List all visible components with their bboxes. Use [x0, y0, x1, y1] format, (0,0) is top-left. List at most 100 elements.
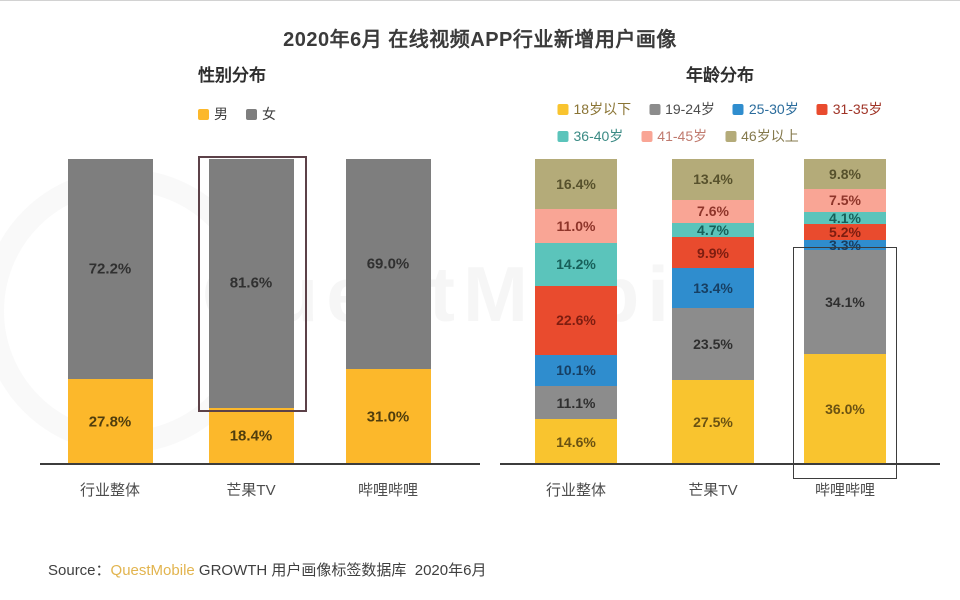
category-label-芒果TV: 芒果TV [226, 482, 276, 499]
source-brand: QuestMobile [110, 562, 195, 579]
segment-value-label: 27.8% [88, 413, 132, 431]
bar-segment-女: 81.6% [208, 159, 294, 408]
legend-label: 25-30岁 [748, 101, 799, 117]
legend-label: 19-24岁 [665, 101, 715, 117]
segment-value-label: 13.4% [693, 171, 733, 188]
segment-value-label: 4.7% [697, 222, 729, 239]
bar-segment-46岁以上: 9.8% [804, 159, 886, 189]
segment-value-label: 34.1% [825, 294, 865, 311]
bar-segment-46岁以上: 13.4% [672, 159, 754, 200]
segment-value-label: 3.3% [829, 237, 861, 254]
segment-value-label: 81.6% [229, 274, 273, 292]
legend-item-36-40岁: 36-40岁 [557, 126, 623, 146]
bar-segment-46岁以上: 16.4% [535, 159, 617, 210]
segment-value-label: 16.4% [556, 176, 596, 193]
category-label-哔哩哔哩: 哔哩哔哩 [357, 482, 419, 499]
category-label-哔哩哔哩: 哔哩哔哩 [814, 482, 876, 499]
legend-swatch [198, 108, 209, 120]
bar-segment-25-30岁: 13.4% [672, 267, 754, 309]
legend-label: 31-35岁 [832, 101, 883, 117]
source-line: Source：QuestMobile GROWTH 用户画像标签数据库 2020… [48, 559, 486, 580]
segment-value-label: 69.0% [366, 255, 410, 273]
legend-label: 36-40岁 [573, 128, 624, 144]
legend-item-25-30岁: 25-30岁 [732, 99, 799, 119]
stacked-bar-哔哩哔哩: 36.0% 34.1% 3.3% 5.2% 4.1% 7.5% 9.8% [804, 159, 886, 464]
legend-item-女: 女 [246, 104, 276, 124]
segment-value-label: 14.6% [556, 433, 596, 450]
bar-segment-男: 18.4% [208, 407, 294, 464]
category-label-行业整体: 行业整体 [79, 482, 141, 499]
legend-swatch [641, 130, 653, 142]
bar-segment-25-30岁: 10.1% [535, 354, 617, 386]
legend-row: 36-40岁 41-45岁 46岁以上 [557, 126, 799, 146]
bar-segment-31-35岁: 9.9% [672, 237, 754, 268]
segment-value-label: 11.1% [556, 394, 596, 411]
category-label-行业整体: 行业整体 [545, 482, 607, 499]
stacked-bar-行业整体: 14.6% 11.1% 10.1% 22.6% 14.2% 11.0% 16.4% [535, 159, 617, 464]
gender-chart-panel: 性别分布 男女 27.8% 72.2% 18.4% 81.6% 31.0% 69.0% 行… [40, 1, 480, 600]
bar-segment-18岁以下: 36.0% [804, 354, 886, 464]
legend-label: 男 [214, 106, 228, 122]
gender-legend: 男女 [198, 104, 276, 124]
segment-value-label: 9.9% [697, 244, 729, 261]
segment-value-label: 36.0% [825, 401, 865, 418]
bar-segment-41-45岁: 11.0% [535, 209, 617, 243]
legend-swatch [557, 103, 569, 115]
segment-value-label: 5.2% [829, 224, 861, 241]
gender-chart-title: 性别分布 [198, 66, 266, 85]
legend-label: 女 [262, 106, 276, 122]
legend-swatch [725, 130, 737, 142]
segment-value-label: 10.1% [556, 362, 596, 379]
legend-row: 18岁以下 19-24岁 25-30岁 31-35岁 [557, 99, 883, 119]
legend-row: 男女 [198, 104, 276, 124]
segment-value-label: 13.4% [693, 280, 733, 297]
legend-swatch [557, 130, 569, 142]
segment-value-label: 27.5% [693, 414, 733, 431]
bar-segment-31-35岁: 5.2% [804, 224, 886, 241]
age-chart-title: 年龄分布 [686, 66, 754, 85]
bar-segment-41-45岁: 7.5% [804, 188, 886, 212]
legend-swatch [732, 103, 744, 115]
segment-value-label: 4.1% [829, 210, 861, 227]
segment-value-label: 7.5% [829, 192, 861, 209]
legend-item-18岁以下: 18岁以下 [557, 99, 631, 119]
legend-swatch [246, 108, 257, 120]
bar-segment-36-40岁: 4.1% [804, 210, 886, 227]
bar-segment-41-45岁: 7.6% [672, 199, 754, 224]
legend-swatch [649, 103, 661, 115]
stacked-bar-芒果TV: 27.5% 23.5% 13.4% 9.9% 4.7% 7.6% 13.4% [672, 159, 754, 464]
bar-segment-女: 69.0% [345, 159, 431, 370]
segment-value-label: 11.0% [556, 217, 596, 234]
stacked-bar-芒果TV: 18.4% 81.6% [208, 159, 294, 464]
bar-segment-31-35岁: 22.6% [535, 285, 617, 355]
stacked-bar-哔哩哔哩: 31.0% 69.0% [345, 159, 431, 464]
segment-value-label: 22.6% [556, 312, 596, 329]
legend-item-男: 男 [198, 104, 228, 124]
bar-segment-19-24岁: 34.1% [804, 250, 886, 355]
source-prefix: Source： [48, 562, 111, 579]
legend-item-19-24岁: 19-24岁 [649, 99, 715, 119]
bar-segment-男: 31.0% [345, 369, 431, 464]
page-title: 2020年6月 在线视频APP行业新增用户画像 [283, 29, 677, 51]
legend-swatch [816, 103, 828, 115]
age-legend: 18岁以下 19-24岁 25-30岁 31-35岁 36-40岁 41-45岁 46岁以上 [557, 99, 883, 146]
bar-segment-女: 72.2% [67, 159, 153, 380]
bar-segment-18岁以下: 27.5% [672, 380, 754, 464]
bar-segment-19-24岁: 23.5% [672, 308, 754, 381]
legend-item-46岁以上: 46岁以上 [725, 126, 799, 146]
age-axis-line [500, 463, 940, 465]
bar-segment-25-30岁: 3.3% [804, 237, 886, 254]
segment-value-label: 31.0% [366, 408, 410, 426]
gender-plot: 27.8% 72.2% 18.4% 81.6% 31.0% 69.0% [40, 156, 480, 464]
bar-segment-36-40岁: 14.2% [535, 242, 617, 286]
legend-item-31-35岁: 31-35岁 [816, 99, 883, 119]
bar-segment-36-40岁: 4.7% [672, 222, 754, 239]
category-label-芒果TV: 芒果TV [688, 482, 738, 499]
segment-value-label: 18.4% [229, 427, 273, 445]
legend-item-41-45岁: 41-45岁 [641, 126, 707, 146]
segment-value-label: 14.2% [556, 256, 596, 273]
source-suffix: GROWTH 用户画像标签数据库 2020年6月 [194, 562, 487, 579]
bar-segment-18岁以下: 14.6% [535, 419, 617, 464]
legend-label: 18岁以下 [573, 101, 632, 117]
